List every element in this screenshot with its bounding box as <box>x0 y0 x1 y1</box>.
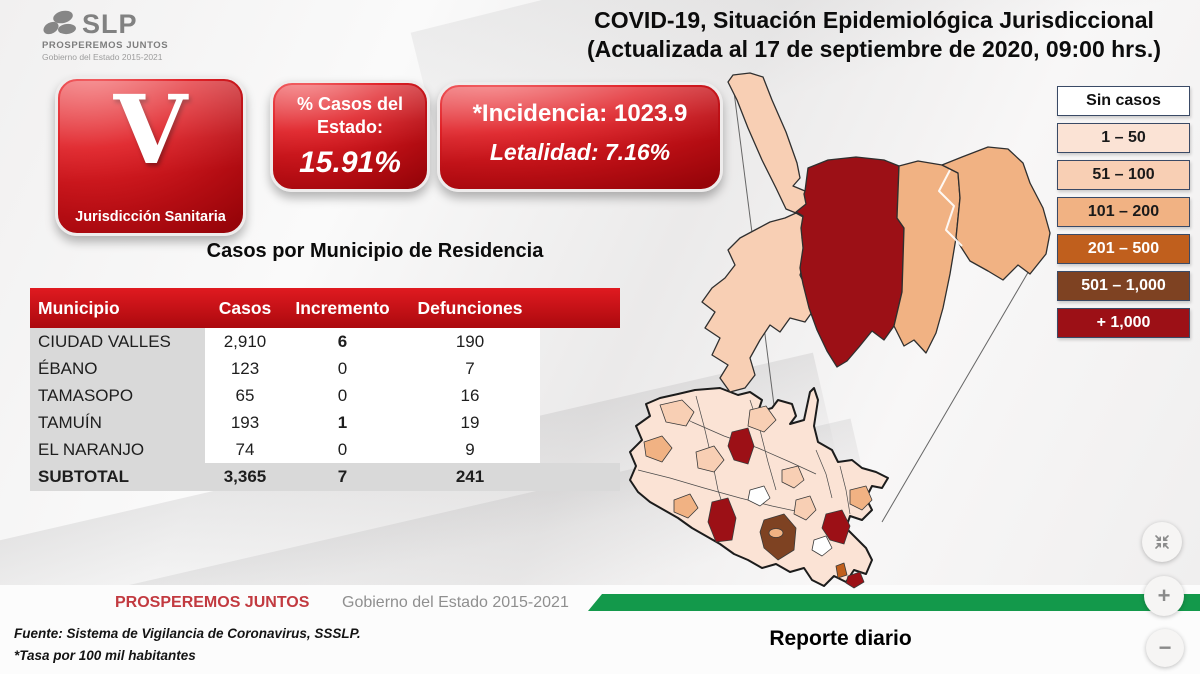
municipality-ciudad-valles <box>795 156 905 368</box>
municipality-tamuin <box>893 160 961 354</box>
cell-incremento: 0 <box>285 382 400 409</box>
legend-item-1-50: 1 – 50 <box>1057 123 1190 153</box>
slp-logo-mark <box>43 10 76 35</box>
compress-arrows-icon <box>1155 535 1169 549</box>
source-note: Fuente: Sistema de Vigilancia de Coronav… <box>14 626 361 641</box>
incidence-label: *Incidencia: <box>472 100 608 127</box>
legend-item-sin-casos: Sin casos <box>1057 86 1190 116</box>
footer-gobierno: Gobierno del Estado 2015-2021 <box>342 594 569 611</box>
cell-municipio: ÉBANO <box>30 355 205 382</box>
cell-defunciones: 7 <box>400 355 540 382</box>
municipality-ebano <box>941 146 1051 281</box>
cell-casos: 74 <box>205 436 285 463</box>
state-map <box>629 387 889 589</box>
col-header-casos: Casos <box>218 297 272 318</box>
cell-incremento: 0 <box>285 355 400 382</box>
zoom-in-button[interactable]: + <box>1144 576 1184 616</box>
jurisdiction-label: Jurisdicción Sanitaria <box>75 209 226 225</box>
cell-casos: 193 <box>205 409 285 436</box>
cell-municipio: CIUDAD VALLES <box>30 328 205 355</box>
footer-green-bar <box>588 594 1200 611</box>
lethality-label: Letalidad: <box>489 139 599 165</box>
state-municipality-patches <box>643 399 873 589</box>
col-header-incremento: Incremento <box>295 297 390 318</box>
table-row: CIUDAD VALLES 2,910 6 190 <box>30 328 620 355</box>
table-header-row: Municipio Casos Incremento Defunciones <box>30 288 620 328</box>
zoom-out-button[interactable]: − <box>1146 629 1184 667</box>
jurisdiction-numeral: V <box>113 75 188 186</box>
map-legend: Sin casos 1 – 50 51 – 100 101 – 200 201 … <box>1057 86 1190 338</box>
cell-subtotal-incremento: 7 <box>285 463 400 491</box>
choropleth-maps <box>629 72 1051 589</box>
footer-prosperemos: PROSPEREMOS JUNTOS <box>115 594 310 611</box>
lethality-line: Letalidad: 7.16% <box>440 139 720 166</box>
rate-note: *Tasa por 100 mil habitantes <box>14 648 196 663</box>
table-row: ÉBANO 123 0 7 <box>30 355 620 382</box>
cell-casos: 2,910 <box>205 328 285 355</box>
jurisdiction-badge: V Jurisdicción Sanitaria <box>55 76 246 236</box>
legend-item-201-500: 201 – 500 <box>1057 234 1190 264</box>
report-type-label: Reporte diario <box>769 627 912 650</box>
state-cases-value: 15.91% <box>299 146 401 179</box>
title-line-2: (Actualizada al 17 de septiembre de 2020… <box>587 36 1161 63</box>
col-header-municipio: Municipio <box>38 297 120 318</box>
table-row: TAMASOPO 65 0 16 <box>30 382 620 409</box>
municipal-boundary-highlight <box>938 169 963 247</box>
title-line-1: COVID-19, Situación Epidemiológica Juris… <box>594 7 1154 33</box>
state-cases-card: % Casos del Estado: 15.91% <box>270 80 430 192</box>
table-title: Casos por Municipio de Residencia <box>206 240 544 262</box>
table-subtotal-row: SUBTOTAL 3,365 7 241 <box>30 463 620 491</box>
logo-tagline: PROSPEREMOS JUNTOS <box>42 40 169 51</box>
table-row: TAMUÍN 193 1 19 <box>30 409 620 436</box>
fullscreen-button[interactable] <box>1142 522 1182 562</box>
col-header-defunciones: Defunciones <box>417 297 523 318</box>
logo-years: Gobierno del Estado 2015-2021 <box>42 52 163 62</box>
cell-defunciones: 19 <box>400 409 540 436</box>
cell-municipio: EL NARANJO <box>30 436 205 463</box>
municipality-el-naranjo <box>727 72 808 214</box>
cell-municipio: TAMUÍN <box>30 409 205 436</box>
municipality-tamasopo <box>701 212 816 393</box>
callout-line-right <box>881 239 1048 523</box>
cell-casos: 65 <box>205 382 285 409</box>
table-row: EL NARANJO 74 0 9 <box>30 436 620 463</box>
cell-defunciones: 190 <box>400 328 540 355</box>
incidence-card: *Incidencia: 1023.9 Letalidad: 7.16% <box>437 82 723 192</box>
cell-incremento: 1 <box>285 409 400 436</box>
cell-defunciones: 9 <box>400 436 540 463</box>
lethality-value: 7.16% <box>604 139 671 165</box>
cell-incremento: 6 <box>285 328 400 355</box>
incidence-line: *Incidencia: 1023.9 <box>440 100 720 128</box>
cell-casos: 123 <box>205 355 285 382</box>
page-title: COVID-19, Situación Epidemiológica Juris… <box>552 6 1196 65</box>
legend-item-101-200: 101 – 200 <box>1057 197 1190 227</box>
legend-item-501-1000: 501 – 1,000 <box>1057 271 1190 301</box>
cell-incremento: 0 <box>285 436 400 463</box>
cell-subtotal-defunciones: 241 <box>400 463 540 491</box>
incidence-value: 1023.9 <box>613 100 688 127</box>
state-cases-label: % Casos del Estado: <box>296 94 404 137</box>
cell-defunciones: 16 <box>400 382 540 409</box>
legend-item-51-100: 51 – 100 <box>1057 160 1190 190</box>
jurisdiction-map <box>701 72 1051 393</box>
cases-table: Municipio Casos Incremento Defunciones C… <box>30 288 620 491</box>
slp-logo: SLP PROSPEREMOS JUNTOS Gobierno del Esta… <box>42 8 168 62</box>
cell-subtotal-casos: 3,365 <box>205 463 285 491</box>
legend-item-1000-plus: + 1,000 <box>1057 308 1190 338</box>
cell-subtotal-label: SUBTOTAL <box>30 463 205 491</box>
logo-brand: SLP <box>82 8 138 39</box>
cell-municipio: TAMASOPO <box>30 382 205 409</box>
